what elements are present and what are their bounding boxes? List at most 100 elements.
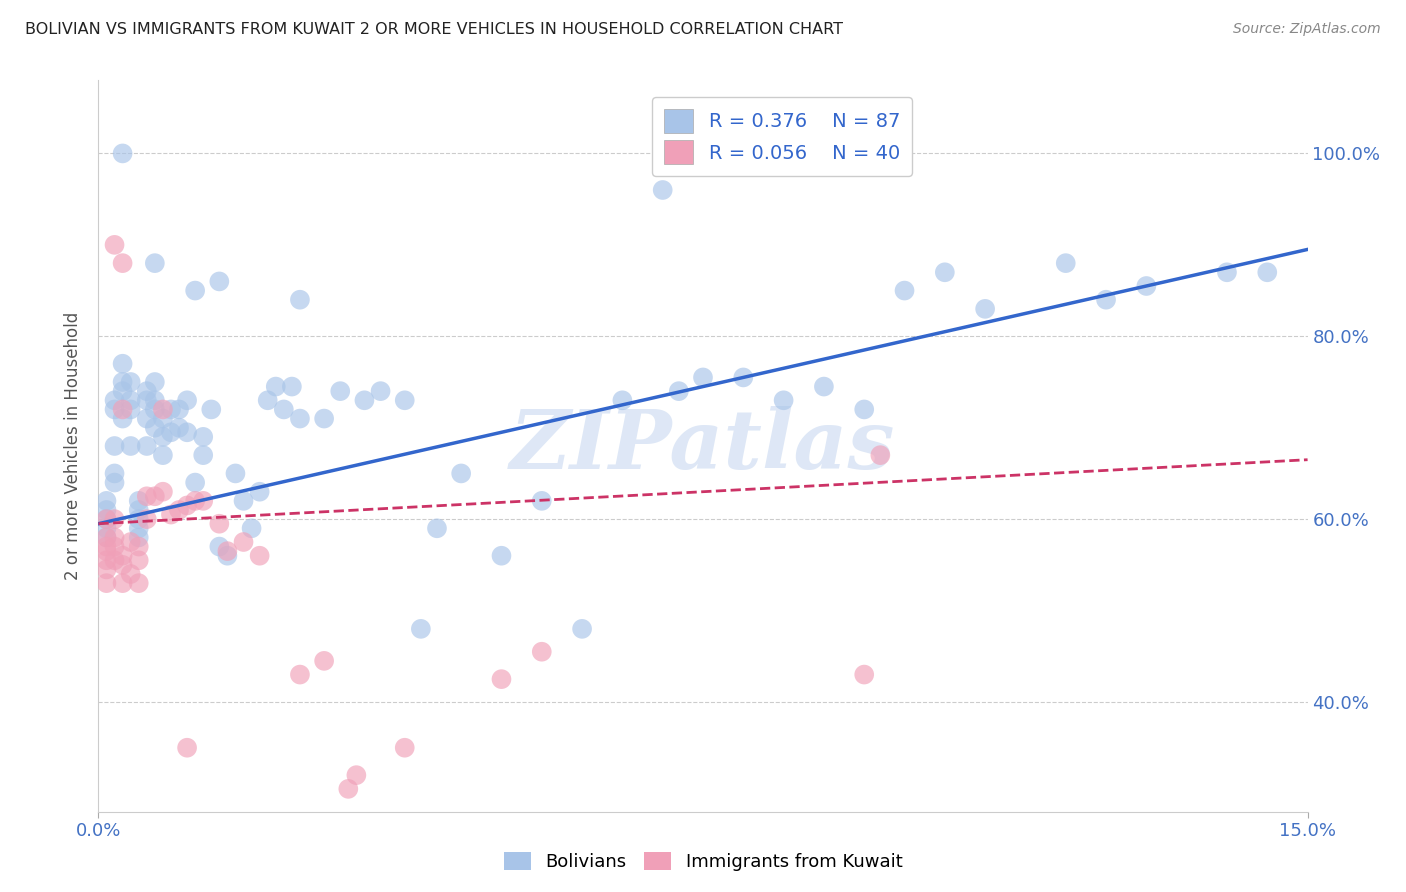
Point [176,740,198,755]
Point [111,558,134,572]
Point [184,475,207,490]
Point [96,503,118,517]
Legend: Bolivians, Immigrants from Kuwait: Bolivians, Immigrants from Kuwait [496,845,910,879]
Point [692,370,714,384]
Point [120,393,142,408]
Point [353,393,375,408]
Point [111,375,134,389]
Point [409,622,432,636]
Point [111,411,134,425]
Point [111,549,134,563]
Point [111,357,134,371]
Point [143,421,166,435]
Point [224,467,246,481]
Point [813,379,835,393]
Point [491,672,513,686]
Point [249,549,271,563]
Point [1216,265,1239,279]
Point [120,567,142,582]
Point [450,467,472,481]
Point [128,540,150,554]
Point [934,265,956,279]
Point [208,540,231,554]
Point [96,562,118,576]
Point [273,402,295,417]
Point [103,530,125,544]
Point [143,393,166,408]
Point [256,393,278,408]
Point [167,402,190,417]
Point [208,275,231,289]
Point [314,411,336,425]
Point [120,375,142,389]
Point [120,439,142,453]
Point [530,645,553,659]
Point [193,494,215,508]
Point [974,301,997,316]
Point [217,544,239,558]
Point [337,781,360,796]
Point [152,484,174,499]
Point [152,430,174,444]
Point [143,489,166,503]
Point [668,384,690,399]
Point [264,379,287,393]
Point [128,576,150,591]
Point [103,402,125,417]
Point [135,411,157,425]
Y-axis label: 2 or more Vehicles in Household: 2 or more Vehicles in Household [65,312,83,580]
Point [96,494,118,508]
Point [143,375,166,389]
Point [152,402,174,417]
Point [96,521,118,535]
Point [176,499,198,513]
Point [394,393,416,408]
Point [103,540,125,554]
Point [853,402,876,417]
Point [128,512,150,526]
Point [1256,265,1278,279]
Point [571,622,593,636]
Point [111,384,134,399]
Point [232,494,254,508]
Point [96,544,118,558]
Point [160,402,183,417]
Point [184,284,207,298]
Point [1095,293,1118,307]
Point [111,576,134,591]
Point [135,439,157,453]
Text: Source: ZipAtlas.com: Source: ZipAtlas.com [1233,22,1381,37]
Point [288,667,311,681]
Point [135,384,157,399]
Legend: R = 0.376    N = 87, R = 0.056    N = 40: R = 0.376 N = 87, R = 0.056 N = 40 [652,97,911,176]
Point [135,489,157,503]
Point [314,654,336,668]
Point [103,393,125,408]
Point [128,553,150,567]
Point [426,521,449,535]
Text: BOLIVIAN VS IMMIGRANTS FROM KUWAIT 2 OR MORE VEHICLES IN HOUSEHOLD CORRELATION C: BOLIVIAN VS IMMIGRANTS FROM KUWAIT 2 OR … [25,22,844,37]
Point [176,425,198,440]
Point [869,448,891,462]
Point [96,530,118,544]
Point [128,494,150,508]
Point [143,256,166,270]
Point [160,508,183,522]
Point [232,535,254,549]
Point [240,521,263,535]
Point [491,549,513,563]
Point [193,430,215,444]
Point [370,384,392,399]
Point [167,503,190,517]
Point [853,667,876,681]
Point [96,576,118,591]
Point [288,411,311,425]
Point [1135,279,1157,293]
Point [103,475,125,490]
Point [128,521,150,535]
Point [733,370,755,384]
Point [111,146,134,161]
Point [96,530,118,544]
Point [530,494,553,508]
Point [344,768,367,782]
